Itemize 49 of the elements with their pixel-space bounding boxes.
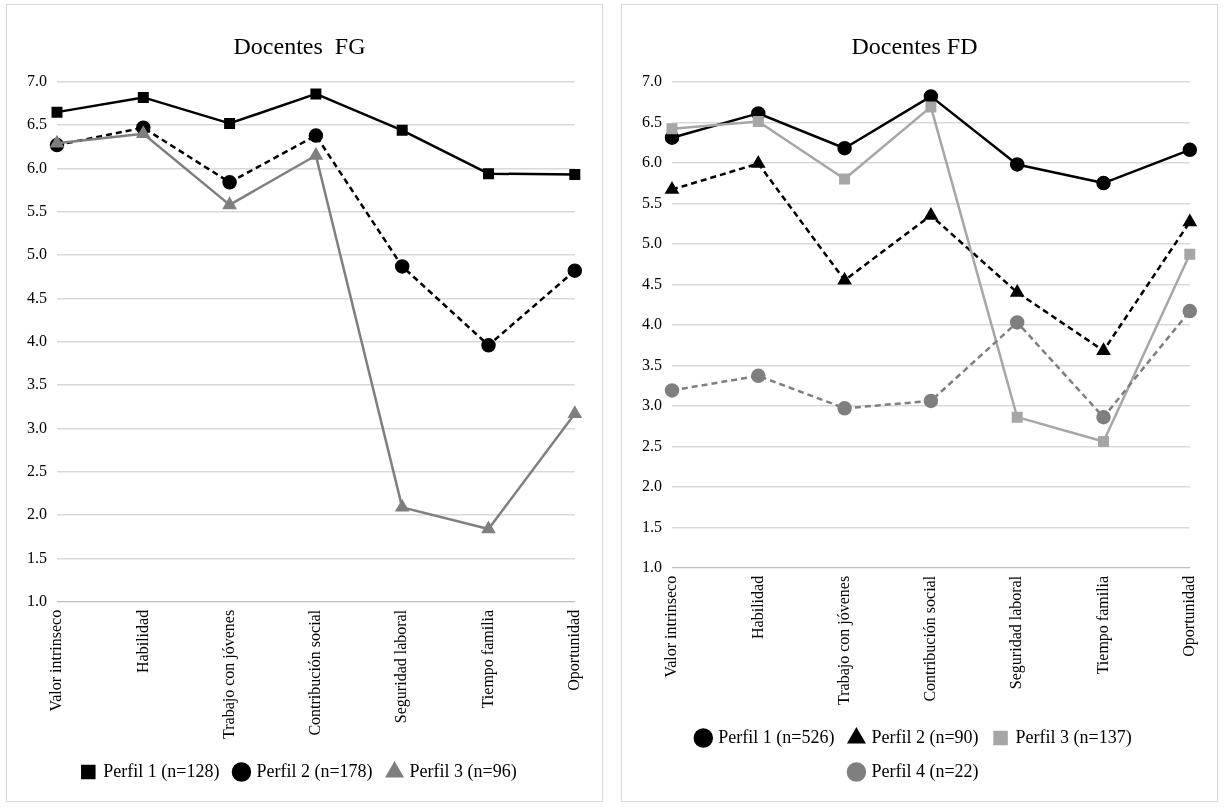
x-tick-label: Seguridad laboral [392, 609, 411, 724]
legend-label: Perfil 2 (n=90) [871, 726, 979, 748]
x-tick-label: Contribución social [306, 609, 324, 736]
y-tick-label: 2.0 [27, 505, 47, 523]
y-tick-label: 4.5 [642, 274, 662, 292]
x-tick-label: Valor intrinseco [47, 609, 65, 712]
legend-label: Perfil 3 (n=96) [409, 760, 517, 782]
x-tick-label: Trabajo con jóvenes [219, 609, 238, 740]
y-tick-label: 6.0 [27, 158, 47, 176]
y-tick-label: 7.0 [27, 72, 47, 89]
x-tick-label: Valor intrinseco [662, 575, 680, 678]
y-tick-label: 3.0 [27, 418, 47, 436]
legend-label: Perfil 1 (n=128) [103, 760, 220, 782]
x-tick-label: Oportunidad [1180, 575, 1198, 657]
x-tick-label: Tiempo familia [478, 609, 497, 709]
y-tick-label: 1.5 [642, 517, 662, 535]
y-tick-label: 1.5 [27, 548, 47, 566]
y-tick-label: 2.5 [642, 436, 662, 454]
chart-title: Docentes FD [851, 32, 978, 59]
y-tick-label: 3.5 [642, 355, 662, 373]
x-tick-label: Oportunidad [565, 609, 583, 691]
y-tick-label: 3.0 [642, 396, 662, 414]
y-tick-label: 1.0 [642, 558, 662, 576]
y-tick-label: 4.0 [27, 332, 47, 350]
legend-label: Perfil 2 (n=178) [256, 760, 373, 782]
y-tick-label: 4.5 [27, 288, 47, 306]
y-tick-label: 6.0 [642, 153, 662, 171]
y-tick-label: 6.5 [27, 115, 47, 133]
legend-label: Perfil 4 (n=22) [871, 760, 979, 782]
legend-label: Perfil 1 (n=526) [718, 726, 835, 748]
x-tick-label: Tiempo familia [1093, 575, 1112, 675]
x-tick-label: Contribución social [921, 575, 939, 702]
y-tick-label: 5.0 [642, 234, 662, 252]
x-tick-label: Habilidad [748, 575, 766, 639]
y-tick-label: 5.5 [27, 202, 47, 220]
x-tick-label: Habilidad [133, 609, 151, 673]
y-tick-label: 7.0 [642, 72, 662, 89]
legend-label: Perfil 3 (n=137) [1015, 726, 1132, 748]
x-tick-label: Seguridad laboral [1007, 575, 1026, 690]
y-tick-label: 4.0 [642, 315, 662, 333]
y-tick-label: 2.5 [27, 462, 47, 480]
y-tick-label: 3.5 [27, 375, 47, 393]
y-tick-label: 5.5 [642, 193, 662, 211]
y-tick-label: 1.0 [27, 592, 47, 610]
x-tick-label: Trabajo con jóvenes [834, 575, 853, 706]
y-tick-label: 6.5 [642, 112, 662, 130]
y-tick-label: 2.0 [642, 477, 662, 495]
chart-title: Docentes FG [233, 32, 366, 59]
y-tick-label: 5.0 [27, 245, 47, 263]
